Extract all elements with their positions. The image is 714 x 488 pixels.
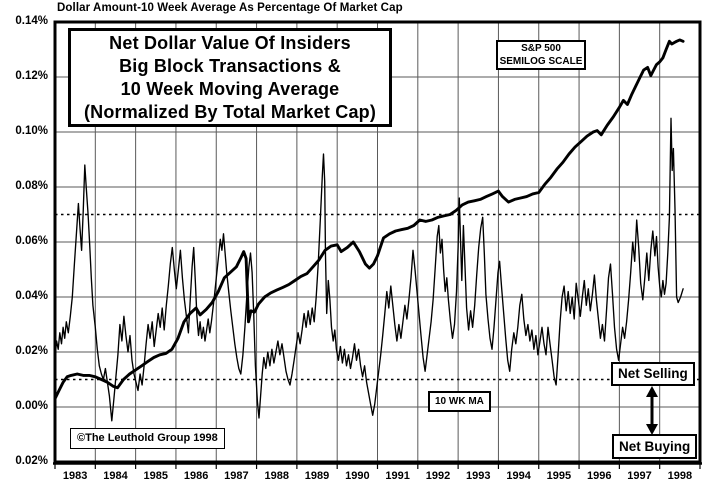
insider-ma-line (54, 117, 684, 422)
x-axis-tick-label: 1992 (425, 470, 451, 482)
chart-title-box: Net Dollar Value Of Insiders Big Block T… (68, 28, 392, 127)
arrow-up-head-icon (646, 386, 658, 397)
y-axis-tick-label: 0.08% (15, 180, 48, 192)
x-axis-tick-label: 1996 (586, 470, 612, 482)
sp500-legend-box: S&P 500 SEMILOG SCALE (496, 40, 586, 70)
y-axis-tick-label: 0.12% (15, 70, 48, 82)
y-axis-tick-label: 0.06% (15, 235, 48, 247)
x-axis-tick-label: 1991 (385, 470, 410, 482)
chart-title-line-4: (Normalized By Total Market Cap) (83, 101, 377, 122)
x-axis-tick-label: 1989 (304, 470, 330, 482)
x-axis-tick-label: 1983 (62, 470, 88, 482)
y-axis-tick-label: 0.04% (15, 290, 48, 302)
net-selling-label-box: Net Selling (611, 362, 695, 386)
net-buying-label-box: Net Buying (612, 434, 698, 459)
x-axis-tick-label: 1985 (143, 470, 169, 482)
y-axis-tick-label: 0.02% (15, 455, 48, 467)
y-axis-tick-label: 0.14% (15, 15, 48, 27)
copyright-box: ©The Leuthold Group 1998 (70, 428, 225, 449)
x-axis-tick-label: 1995 (546, 470, 572, 482)
ma-legend-box: 10 WK MA (428, 391, 491, 412)
y-axis-tick-label: 0.10% (15, 125, 48, 137)
y-axis-tick-label: 0.02% (15, 345, 48, 357)
x-axis-tick-label: 1994 (506, 470, 531, 482)
chart-top-axis-caption: Dollar Amount-10 Week Average As Percent… (57, 2, 403, 14)
y-axis-tick-label: 0.00% (15, 400, 48, 412)
x-axis-tick-label: 1993 (466, 470, 491, 482)
x-axis-tick-label: 1984 (103, 470, 128, 482)
plot-frame (53, 20, 702, 464)
arrow-down-head-icon (646, 424, 658, 435)
sp500-legend-line-1: S&P 500 (521, 43, 561, 54)
x-axis-tick-label: 1990 (345, 470, 370, 482)
chart-title-line-2: Big Block Transactions & (119, 55, 341, 76)
sp500-legend-line-2: SEMILOG SCALE (499, 56, 583, 67)
x-axis-tick-label: 1997 (627, 470, 652, 482)
x-axis-tick-label: 1987 (224, 470, 249, 482)
chart-title-line-1: Net Dollar Value Of Insiders (109, 32, 351, 53)
x-axis-tick-label: 1998 (667, 470, 693, 482)
sp500-line (53, 38, 685, 401)
x-axis-tick-label: 1986 (183, 470, 209, 482)
chart-title-line-3: 10 Week Moving Average (120, 78, 340, 99)
x-axis-tick-label: 1988 (264, 470, 289, 482)
